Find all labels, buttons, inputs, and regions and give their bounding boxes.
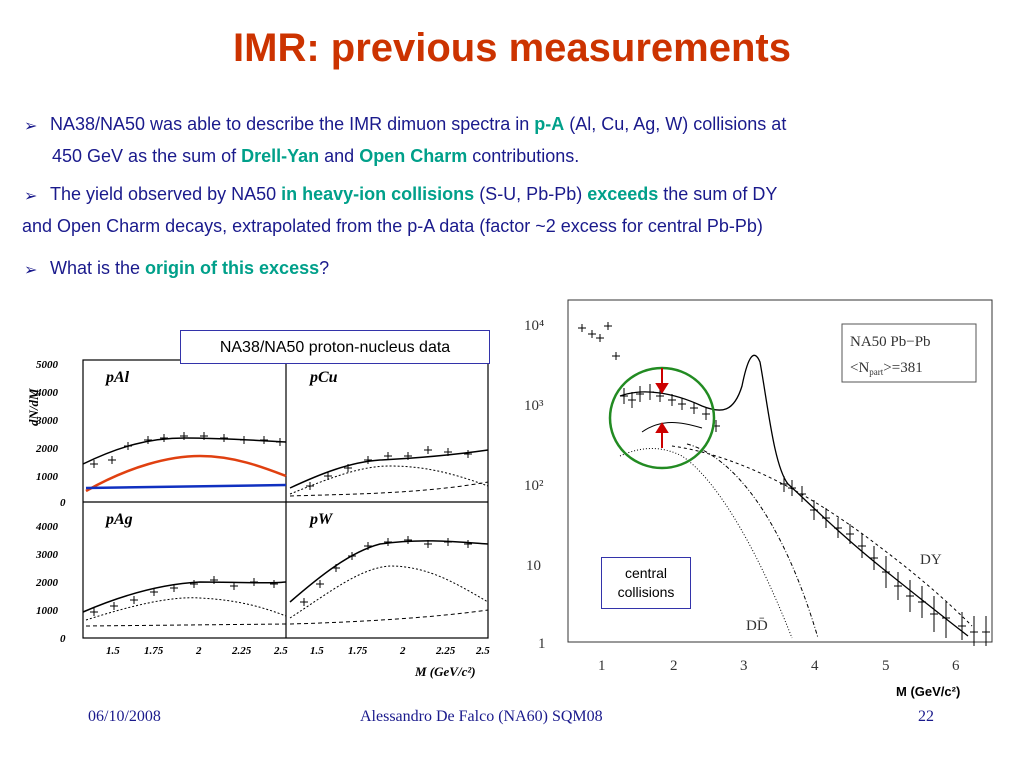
pw-data-points [300, 536, 472, 606]
legend-line-1: NA50 Pb−Pb [850, 334, 931, 350]
pcu-data-points [306, 446, 472, 490]
y-tick: 0 [60, 497, 66, 509]
y-tick: 4000 [35, 387, 59, 399]
y-tick: 1 [538, 636, 546, 652]
mixed-curve [686, 443, 819, 639]
pal-charm-curve [85, 454, 287, 493]
bullet-arrow-icon: ➢ [24, 262, 38, 279]
legend-line-2: <Npart>=381 [850, 360, 923, 377]
pa-data-caption: NA38/NA50 proton-nucleus data [180, 330, 490, 364]
x-tick: 2.25 [231, 645, 252, 657]
x-tick: 2 [195, 645, 202, 657]
y-tick: 5000 [36, 359, 59, 371]
y-tick: 3000 [35, 549, 59, 561]
y-tick: 10⁴ [524, 318, 544, 334]
x-tick: 1.75 [144, 645, 164, 657]
pal-dy-curve [85, 483, 287, 490]
x-tick: 1.75 [348, 645, 368, 657]
x-tick: 3 [740, 658, 748, 674]
panel-label-pcu: pCu [308, 369, 338, 386]
pag-dy-curve [85, 623, 287, 627]
x-tick: 4 [811, 658, 819, 674]
footer-page-number: 22 [918, 708, 934, 725]
left-ylabel: dN/dM [26, 388, 41, 426]
central-collisions-box: central collisions [601, 557, 691, 609]
lower-total-curve [641, 422, 703, 433]
y-tick: 4000 [35, 521, 59, 533]
pbpb-spectrum-figure: 10⁴ 10³ 10² 10 1 1 2 3 4 5 6 NA50 Pb−Pb … [524, 299, 993, 674]
y-tick: 10² [524, 478, 544, 494]
panel-label-pag: pAg [104, 511, 133, 528]
slide-title: IMR: previous measurements [233, 26, 791, 70]
y-tick: 3000 [35, 415, 59, 427]
pal-data-points [90, 432, 284, 468]
total-fit-curve [619, 354, 969, 637]
pw-total-curve [289, 540, 489, 603]
pcu-total-curve [289, 449, 489, 489]
x-tick: 2.5 [273, 645, 288, 657]
excess-arrows [655, 368, 669, 448]
pbpb-data-points [578, 322, 990, 646]
x-tick: 6 [952, 658, 960, 674]
left-xlabel: M (GeV/c²) [414, 664, 476, 679]
y-tick: 2000 [35, 443, 59, 455]
bullet-arrow-icon: ➢ [24, 118, 38, 135]
y-tick: 1000 [36, 605, 59, 617]
x-tick: 2 [670, 658, 678, 674]
pw-charm-curve [289, 565, 489, 619]
x-tick: 2.25 [435, 645, 456, 657]
label-dd: DD̄ [746, 618, 768, 634]
dy-curve [671, 445, 973, 627]
y-tick: 10 [526, 558, 541, 574]
bullet-2-line-2: and Open Charm decays, extrapolated from… [22, 216, 763, 236]
pcu-charm-curve [289, 465, 489, 495]
footer-date: 06/10/2008 [88, 708, 161, 725]
x-tick: 2.5 [475, 645, 490, 657]
bullet-3: What is the origin of this excess? [50, 258, 330, 278]
plot-frame [567, 299, 993, 643]
x-tick: 1.5 [106, 645, 120, 657]
bullet-arrow-icon: ➢ [24, 188, 38, 205]
x-tick: 2 [399, 645, 406, 657]
x-tick: 1 [598, 658, 606, 674]
pal-total-curve [82, 437, 287, 465]
bullet-1-line-1: NA38/NA50 was able to describe the IMR d… [50, 114, 787, 134]
x-tick: 1.5 [310, 645, 324, 657]
x-tick: 5 [882, 658, 890, 674]
pag-data-points [90, 576, 278, 616]
panel-label-pal: pAl [104, 369, 130, 386]
pa-spectra-figure: dN/dM 5000 4000 3000 2000 1000 0 4000 30… [26, 359, 490, 679]
panel-label-pw: pW [308, 511, 334, 528]
legend-box [841, 323, 977, 383]
y-tick: 0 [60, 633, 66, 645]
pag-charm-curve [85, 597, 287, 621]
dd-curve [619, 448, 793, 639]
y-tick: 10³ [524, 398, 544, 414]
right-xlabel: M (GeV/c²) [896, 684, 961, 699]
bullet-1-line-2: 450 GeV as the sum of Drell-Yan and Open… [52, 146, 580, 166]
footer-author: Alessandro De Falco (NA60) SQM08 [360, 708, 603, 725]
pw-dy-curve [289, 609, 489, 625]
label-dy: DY [920, 552, 942, 568]
pag-total-curve [82, 581, 287, 613]
y-tick: 2000 [35, 577, 59, 589]
bullet-2-line-1: The yield observed by NA50 in heavy-ion … [50, 184, 778, 204]
y-tick: 1000 [36, 471, 59, 483]
pcu-dy-curve [289, 481, 489, 497]
